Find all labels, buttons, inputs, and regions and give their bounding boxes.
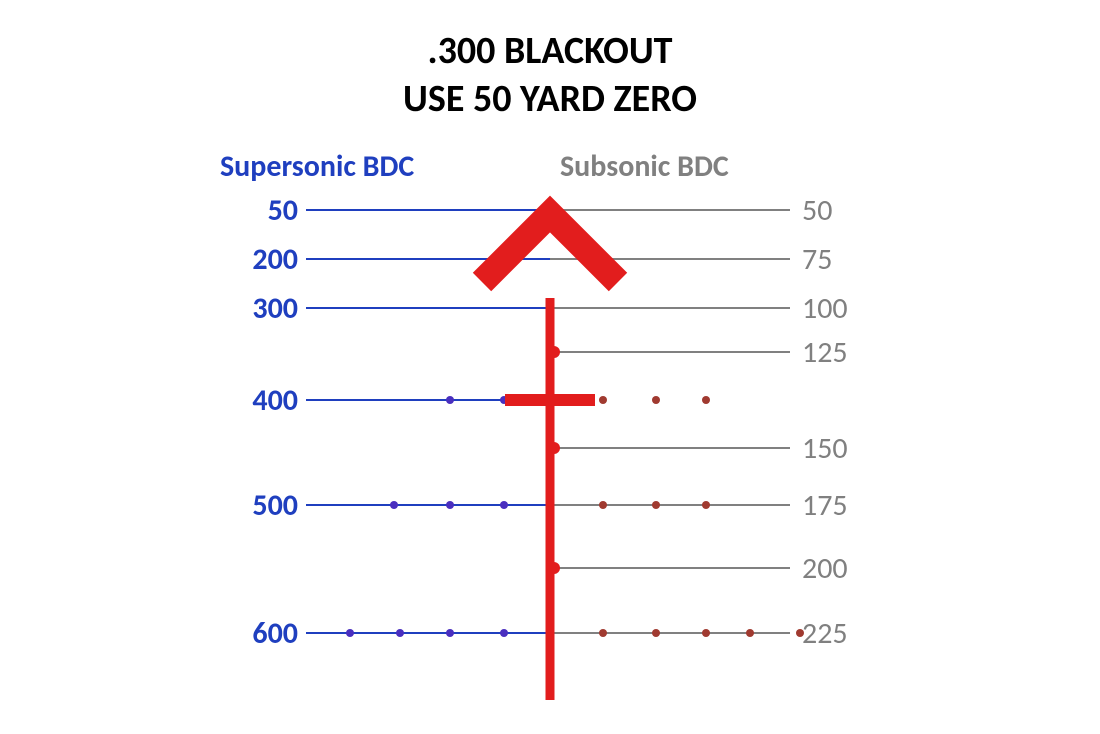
super-label-300: 300 <box>252 290 298 327</box>
title-2-text: USE 50 YARD ZERO <box>403 76 697 122</box>
windage-dot <box>652 501 660 509</box>
windage-dot <box>446 501 454 509</box>
sub-label-200: 200 <box>802 550 848 587</box>
windage-dot <box>346 629 354 637</box>
sub-label-175: 175 <box>802 487 848 524</box>
windage-dot <box>599 501 607 509</box>
sub-label-50: 50 <box>802 192 832 229</box>
subsonic-label: Subsonic BDC <box>560 148 729 185</box>
windage-dot <box>446 629 454 637</box>
windage-dot <box>599 629 607 637</box>
sub-label-125: 125 <box>802 334 848 371</box>
windage-dot <box>390 501 398 509</box>
super-label-600: 600 <box>252 615 298 652</box>
windage-dot <box>652 629 660 637</box>
title-line-2: USE 50 YARD ZERO <box>0 76 1100 122</box>
windage-dot <box>396 629 404 637</box>
windage-dot <box>746 629 754 637</box>
reticle-post <box>546 298 555 700</box>
sub-label-225: 225 <box>802 615 848 652</box>
supersonic-label: Supersonic BDC <box>220 148 414 185</box>
windage-dot <box>599 396 607 404</box>
supersonic-label-text: Supersonic BDC <box>220 148 414 185</box>
windage-dot <box>702 396 710 404</box>
sub-label-150: 150 <box>802 430 848 467</box>
title-1-text: .300 BLACKOUT <box>427 28 672 74</box>
title-line-1: .300 BLACKOUT <box>0 28 1100 74</box>
super-label-200: 200 <box>252 241 298 278</box>
windage-dot <box>500 501 508 509</box>
super-label-500: 500 <box>252 487 298 524</box>
windage-dot <box>652 396 660 404</box>
windage-dot <box>796 629 804 637</box>
windage-dot <box>702 629 710 637</box>
sub-label-100: 100 <box>802 290 848 327</box>
reticle-crossbar <box>505 394 595 406</box>
windage-dot <box>702 501 710 509</box>
windage-dot <box>446 396 454 404</box>
subsonic-label-text: Subsonic BDC <box>560 148 729 185</box>
windage-dot <box>500 629 508 637</box>
sub-label-75: 75 <box>802 241 832 278</box>
super-label-400: 400 <box>252 382 298 419</box>
reticle-chevron <box>482 214 618 282</box>
super-label-50: 50 <box>268 192 298 229</box>
